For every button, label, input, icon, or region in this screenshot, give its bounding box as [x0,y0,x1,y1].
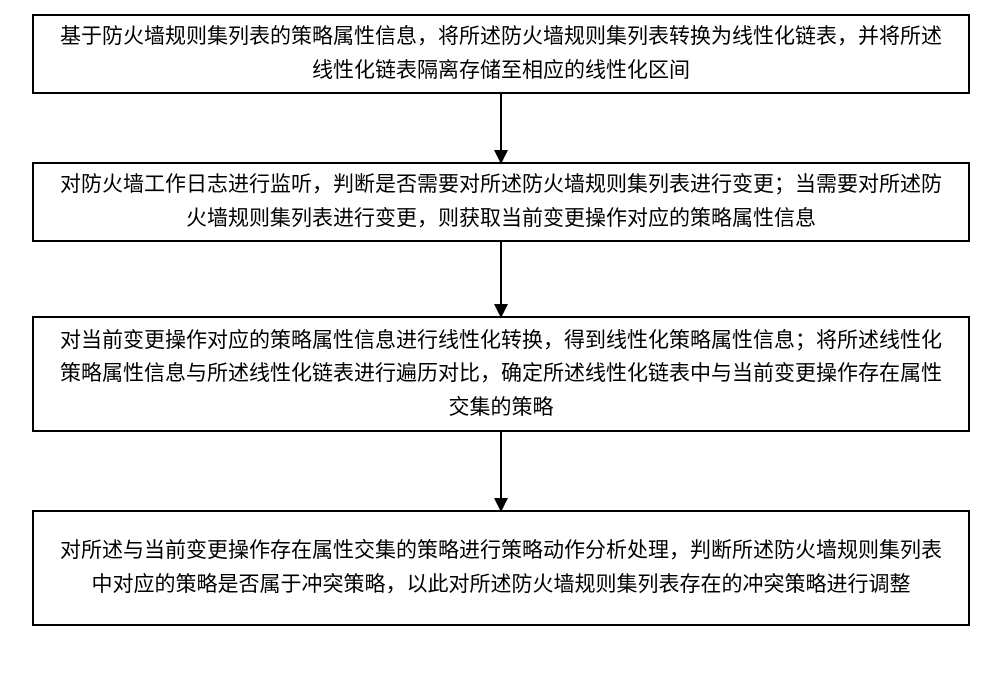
flow-step-1-text: 基于防火墙规则集列表的策略属性信息，将所述防火墙规则集列表转换为线性化链表，并将… [52,20,950,87]
flow-arrow-2 [500,242,502,304]
flow-step-3-text: 对当前变更操作对应的策略属性信息进行线性化转换，得到线性化策略属性信息；将所述线… [52,324,950,425]
flowchart-canvas: 基于防火墙规则集列表的策略属性信息，将所述防火墙规则集列表转换为线性化链表，并将… [0,0,1000,696]
flow-step-3: 对当前变更操作对应的策略属性信息进行线性化转换，得到线性化策略属性信息；将所述线… [32,316,970,432]
flow-step-2: 对防火墙工作日志进行监听，判断是否需要对所述防火墙规则集列表进行变更；当需要对所… [32,162,970,242]
flow-arrow-1 [500,94,502,150]
flow-step-2-text: 对防火墙工作日志进行监听，判断是否需要对所述防火墙规则集列表进行变更；当需要对所… [52,168,950,235]
flow-step-1: 基于防火墙规则集列表的策略属性信息，将所述防火墙规则集列表转换为线性化链表，并将… [32,14,970,94]
flow-arrow-3 [500,432,502,498]
flow-step-4-text: 对所述与当前变更操作存在属性交集的策略进行策略动作分析处理，判断所述防火墙规则集… [52,534,950,601]
flow-step-4: 对所述与当前变更操作存在属性交集的策略进行策略动作分析处理，判断所述防火墙规则集… [32,510,970,626]
